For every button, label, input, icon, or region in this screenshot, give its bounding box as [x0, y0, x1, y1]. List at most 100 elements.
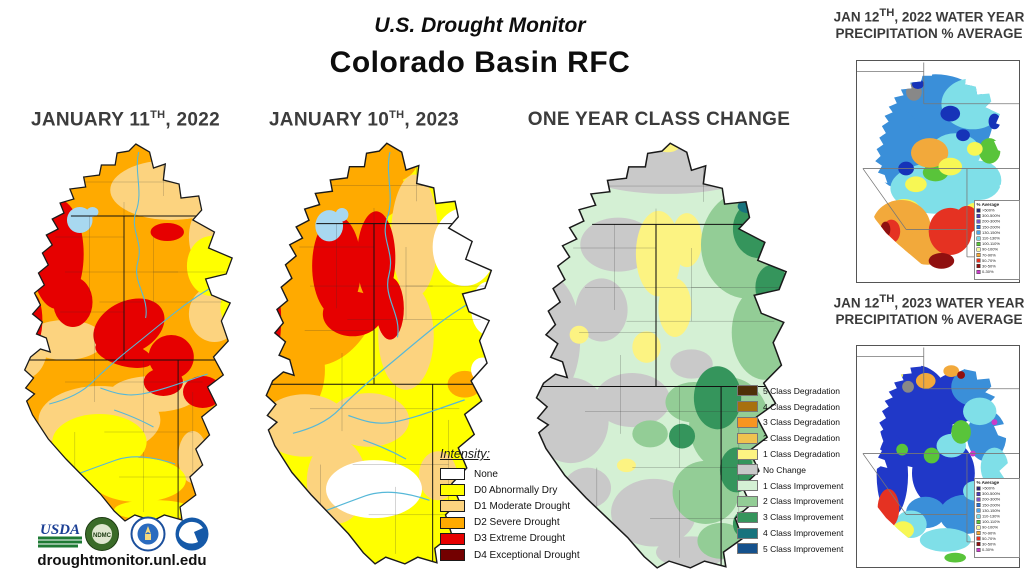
intensity-swatch: [440, 468, 465, 481]
precip-legend-row: 200-300%: [976, 497, 1020, 503]
map2-title-rest: , 2023: [404, 109, 460, 131]
class-change-label: 5 Class Improvement: [763, 543, 844, 554]
great-salt-lake: [66, 207, 99, 233]
ndmc-logo: NDMC: [85, 517, 119, 551]
precip-2022-title-text: JAN 12: [833, 9, 880, 25]
precip-label: 50-70%: [982, 258, 996, 263]
intensity-label: D4 Exceptional Drought: [474, 549, 580, 561]
precip-label: 50-70%: [982, 536, 996, 541]
precip-label: 150-200%: [982, 224, 1001, 230]
precip-label: 100-110%: [982, 519, 1000, 525]
precip-swatch: [976, 225, 981, 230]
intensity-label: D0 Abnormally Dry: [474, 484, 558, 496]
precip-label: 300-500%: [982, 213, 1001, 219]
precip-label: >500%: [982, 208, 995, 213]
precip-legend-row: 0-30%: [976, 547, 1020, 553]
class-change-swatch: [737, 464, 758, 476]
one-class-degradation-areas: [569, 143, 703, 473]
intensity-label: D1 Moderate Drought: [474, 500, 571, 512]
map1-title-sup: TH: [150, 109, 166, 121]
precip-swatch: [976, 236, 981, 241]
precip-label: 200-300%: [982, 497, 1001, 502]
intensity-label: D2 Severe Drought: [474, 517, 560, 529]
class-change-label: 1 Class Degradation: [763, 449, 841, 460]
class-change-label: 4 Class Improvement: [763, 528, 844, 539]
class-change-label: 5 Class Degradation: [763, 385, 841, 396]
precip-2023-title-text: JAN 12: [833, 295, 880, 311]
great-salt-lake: [315, 207, 349, 242]
precip-label: 30-50%: [982, 263, 996, 269]
class-change-legend-row: 5 Class Improvement: [737, 541, 843, 557]
class-change-label: 1 Class Improvement: [763, 480, 844, 491]
map2-title-sup: TH: [389, 109, 405, 121]
precip-legend-row: 150-200%: [976, 502, 1020, 508]
precip-label: 110-130%: [982, 514, 1000, 519]
precip-legend-row: 110-130%: [976, 513, 1020, 519]
page-title: Colorado Basin RFC: [329, 46, 631, 79]
precip-swatch: [976, 536, 981, 541]
precip-label: 70-90%: [982, 530, 996, 536]
precip-label: 110-130%: [982, 236, 1000, 241]
class-change-map: [535, 142, 787, 569]
precip-2023-title-rest: , 2023 WATER YEAR PRECIPITATION % AVERAG…: [835, 295, 1024, 328]
class-change-label: 4 Class Degradation: [763, 401, 841, 412]
precip-legend-row: >500%: [976, 486, 1020, 492]
precip-swatch: [976, 230, 981, 235]
precip-swatch: [976, 253, 981, 258]
precip-legend-row: 100-110%: [976, 519, 1020, 525]
map2-title-text: JANUARY 10: [268, 109, 390, 131]
class-change-swatch: [737, 511, 758, 523]
precip-label: >500%: [982, 486, 995, 491]
map3-title-text: ONE YEAR CLASS CHANGE: [527, 109, 791, 130]
ndmc-text: NDMC: [93, 533, 112, 539]
intensity-legend-row: D2 Severe Drought: [440, 515, 580, 531]
class-change-legend-row: 3 Class Improvement: [737, 509, 843, 525]
precip-legend-row: 90-100%: [976, 525, 1020, 531]
precip-label: 0-30%: [982, 547, 994, 553]
intensity-label: None: [474, 468, 498, 480]
precip-legend-row: 50-70%: [976, 258, 1020, 264]
map3-title: ONE YEAR CLASS CHANGE: [514, 109, 804, 131]
precip-swatch: [976, 269, 981, 274]
intensity-swatch: [440, 500, 465, 513]
map1-title: JANUARY 11TH, 2022: [8, 109, 243, 131]
precip-swatch: [976, 519, 981, 524]
intensity-legend-title: Intensity:: [440, 447, 491, 461]
class-change-legend-row: 2 Class Degradation: [737, 430, 843, 446]
map1-title-text: JANUARY 11: [30, 109, 151, 131]
usda-logo: USDA: [38, 522, 82, 548]
class-change-label: 3 Class Degradation: [763, 417, 841, 428]
class-change-label: 2 Class Degradation: [763, 433, 841, 444]
class-change-legend-row: 5 Class Degradation: [737, 383, 843, 399]
class-change-legend-row: 3 Class Degradation: [737, 415, 843, 431]
drought-map-2023: [265, 142, 493, 565]
class-change-swatch: [737, 416, 758, 428]
precip-legend-row: 150-200%: [976, 224, 1020, 230]
precip-swatch: [976, 491, 981, 496]
map1-title-rest: , 2022: [165, 109, 221, 131]
class-change-legend-row: 2 Class Improvement: [737, 494, 843, 510]
precip-label: 300-500%: [982, 491, 1001, 497]
class-change-swatch: [737, 480, 758, 492]
precip-swatch: [976, 497, 981, 502]
intensity-swatch: [440, 516, 465, 529]
intensity-legend-row: None: [440, 466, 580, 482]
drought-map-2022: [24, 143, 233, 522]
precip-swatch: [976, 247, 981, 252]
precip-legend-items: >500% 300-500% 200-300% 150-200%: [976, 486, 1020, 553]
precip-2023-title: JAN 12TH, 2023 WATER YEAR PRECIPITATION …: [833, 291, 1024, 329]
precip-label: 90-100%: [982, 525, 999, 530]
d4-area: [24, 325, 36, 351]
precip-label: 130-150%: [982, 230, 1001, 235]
precip-label: 30-50%: [982, 541, 996, 547]
precip-swatch: [976, 208, 981, 213]
precip-swatch: [976, 213, 981, 218]
precip-swatch: [976, 486, 981, 491]
class-change-swatch: [737, 495, 758, 507]
class-change-swatch: [737, 401, 758, 413]
class-change-swatch: [737, 432, 758, 444]
noaa-logo: [175, 517, 209, 551]
precip-label: 200-300%: [982, 219, 1001, 224]
intensity-legend: Intensity: None D0 Abnormally Dry D1 Mod…: [440, 447, 580, 563]
